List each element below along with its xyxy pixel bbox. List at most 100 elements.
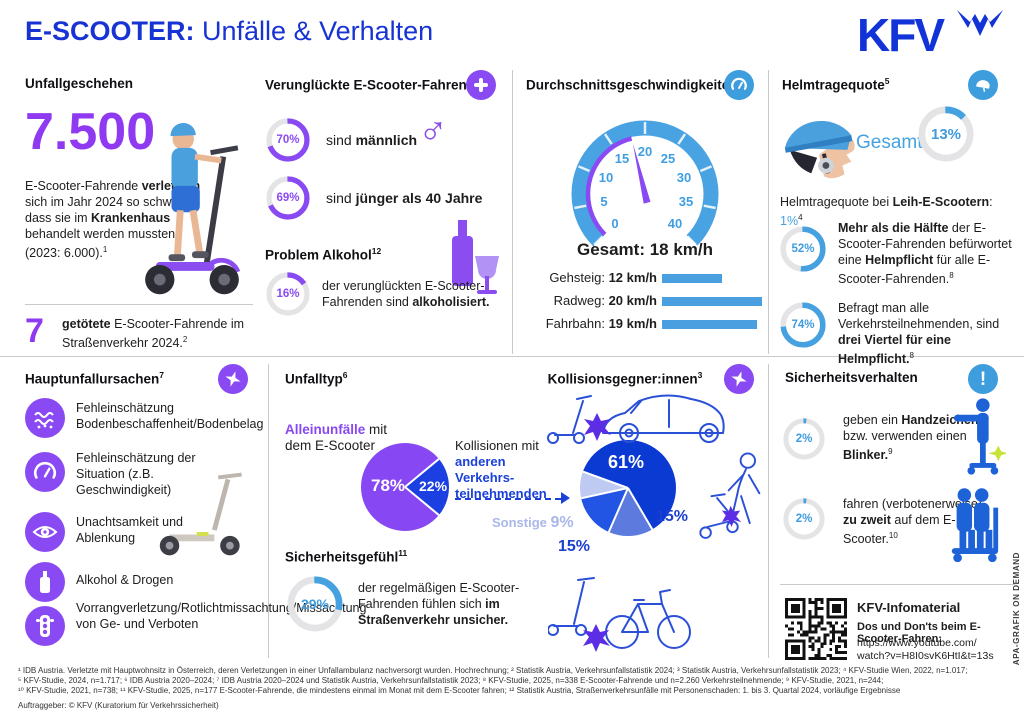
road-surface-icon (25, 398, 65, 438)
age-text-bold: jünger als 40 Jahre (355, 190, 483, 206)
footnote-ref: 12 (371, 246, 382, 256)
alcohol-stat-text: der verunglückten E-Scooter-Fahrenden si… (322, 278, 500, 310)
pie-label-78: 78% (371, 476, 406, 495)
alcohol-text: der verunglückten E-Scooter-Fahrenden si… (322, 279, 485, 309)
section-heading-verhalten: Sicherheitsverhalten (785, 370, 918, 385)
heading-text: Hauptunfallursachen (25, 371, 160, 387)
killed-desc-t1: E-Scooter-Fahrende im Straßenverkehr 202… (62, 317, 245, 351)
helm-gesamt-label: Gesamt (856, 132, 923, 153)
donut-gefuehl: 29% (287, 576, 343, 632)
two-riders-pictogram (951, 488, 999, 563)
donut-blinker: 2% (783, 418, 825, 460)
crash-star-icon (218, 364, 248, 394)
svg-text:25: 25 (661, 151, 675, 166)
blinker-b2: Blinker. (843, 448, 889, 463)
leih-scooter-text: Helmtragequote bei Leih-E-Scootern: 1%4 (780, 194, 1015, 229)
eye-icon (25, 512, 65, 552)
injured-desc-b2: Krankenhaus (91, 211, 171, 225)
helmpflicht-alle-t1: Befragt man alle Verkehrsteilnehmenden, … (838, 301, 1000, 331)
footnote-ref: 11 (398, 548, 408, 558)
injured-description: E-Scooter-Fahrende verletzten sich im Ja… (25, 178, 203, 261)
donut-helmpflicht-74: 74% (780, 302, 826, 348)
gefuehl-t1: der regelmäßigen E-Scooter-Fahrenden füh… (358, 581, 520, 611)
speed-bar (662, 320, 757, 329)
donut-alcohol: 16% (266, 272, 310, 316)
pie-separator (580, 487, 629, 500)
heading-text: Verunglückte E-Scooter-Fahrende (265, 77, 483, 93)
divider-v3 (268, 364, 269, 658)
donut-helmpflicht-52: 52% (780, 226, 826, 272)
donut-zu-zweit-value: 2% (795, 513, 813, 525)
speedometer-icon (25, 452, 65, 492)
leih-bold: Leih-E-Scootern (892, 195, 990, 209)
speed-value: 12 km/h (608, 270, 657, 285)
crash-star-icon (724, 364, 754, 394)
zweit-t1: fahren (verbotenerweise) (843, 497, 982, 511)
page-title: E-SCOOTER: Unfälle & Verhalten (25, 16, 433, 47)
section-heading-helm: Helmtragequote5 (782, 76, 890, 93)
killed-desc-b1: getötete (62, 317, 111, 331)
svg-text:0: 0 (611, 216, 618, 231)
injured-desc-t2: sich im Jahr 2024 so schwer, dass sie im (25, 195, 186, 225)
apa-credit: APA-GRAFIK ON DEMAND (1012, 552, 1021, 666)
gefuehl-text: der regelmäßigen E-Scooter-Fahrenden füh… (358, 580, 553, 628)
heading-text: Durchschnittsgeschwindigkeiten (526, 77, 738, 93)
section-heading-gefuehl: Sicherheitsgefühl11 (285, 548, 407, 565)
section-heading-kollisionsgegner: Kollisionsgegner:innen3 (540, 370, 710, 387)
section-heading-unfalltyp: Unfalltyp6 (285, 370, 348, 387)
unfalltyp-pie-chart (361, 443, 449, 531)
page-title-strong: E-SCOOTER: (25, 16, 195, 46)
section-heading-speeds: Durchschnittsgeschwindigkeiten4 (526, 76, 742, 93)
pie-separator (627, 487, 654, 530)
age-stat-text: sind jünger als 40 Jahre (326, 190, 482, 206)
helmpflicht-b1: Mehr als die Hälfte (838, 221, 949, 235)
infomaterial-url-2[interactable]: watch?v=H8I0svK6HtI&t=13s (857, 650, 994, 662)
cause-item-text: Alkohol & Drogen (76, 573, 174, 587)
footnote-ref: 6 (342, 370, 348, 380)
heading-text: Helmtragequote (782, 77, 885, 93)
kollisionen-label: Kollisionen mit anderen Verkehrs-teilneh… (455, 438, 567, 502)
leih-value: 1% (780, 214, 799, 229)
divider-v2 (768, 70, 769, 354)
footnote-ref: 7 (159, 370, 165, 380)
donut-blinker-value: 2% (795, 433, 813, 445)
infomaterial-line: Dos und Don'ts beim E-Scooter-Fahren: (857, 621, 981, 645)
footnote-ref: 5 (884, 76, 890, 86)
speed-bar-label: Radweg: 20 km/h (505, 293, 657, 308)
speed-name: Gehsteig: (549, 270, 609, 285)
svg-text:20: 20 (638, 144, 652, 159)
speed-gauge: 0 5 10 15 20 25 30 35 40 (550, 102, 740, 268)
donut-74-value: 74% (791, 319, 815, 331)
alcohol-heading: Problem Alkohol12 (265, 246, 381, 263)
pie-label-15-right: 15% (656, 508, 689, 525)
footnote-ref: 4 (798, 213, 803, 222)
age-text: sind (326, 190, 356, 206)
alleinunfaelle-bold: Alleinunfälle (285, 422, 366, 437)
footnote-line-3: ¹⁰ KFV-Studie, 2021, n=738; ¹¹ KFV-Studi… (18, 686, 901, 695)
blinker-t1: geben ein (843, 413, 902, 427)
gauge-ticks (574, 122, 716, 246)
svg-text:5: 5 (600, 194, 607, 209)
helmpflicht-alle-b1: drei Viertel für eine Helmpflicht. (838, 333, 952, 367)
cause-item-text: Fehleinschätzung Bodenbeschaffenheit/Bod… (76, 401, 264, 431)
male-text-bold: männlich (355, 132, 418, 148)
donut-52-value: 52% (791, 243, 815, 255)
speed-name: Radweg: (553, 293, 609, 308)
pie-separator (607, 487, 629, 533)
qr-code[interactable] (785, 598, 847, 660)
donut-male: 70% (266, 118, 310, 162)
pie-separator (582, 470, 629, 489)
helmpflicht-b2: Helmpflicht (865, 253, 934, 267)
donut-male-value: 70% (276, 134, 300, 146)
bicycle-collision-illustration (548, 577, 691, 652)
male-symbol-icon: ♂ (418, 108, 448, 152)
infomaterial-url-1[interactable]: https://www.youtube.com/ (857, 637, 977, 649)
exclamation-icon: ! (968, 364, 998, 394)
gauge-needle (632, 143, 651, 204)
traffic-light-icon (25, 606, 65, 646)
pie-label-sonstige: Sonstige 9% (492, 514, 574, 532)
pedestrian-collision-illustration (699, 452, 761, 539)
donut-alcohol-value: 16% (276, 288, 300, 300)
helmpflicht-t1: der E-Scooter-Fahrenden befürwortet eine (838, 221, 1012, 267)
